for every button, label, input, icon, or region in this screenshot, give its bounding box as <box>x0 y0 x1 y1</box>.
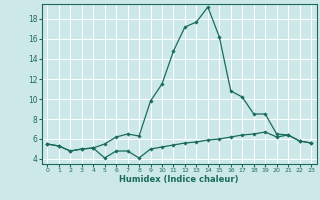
X-axis label: Humidex (Indice chaleur): Humidex (Indice chaleur) <box>119 175 239 184</box>
